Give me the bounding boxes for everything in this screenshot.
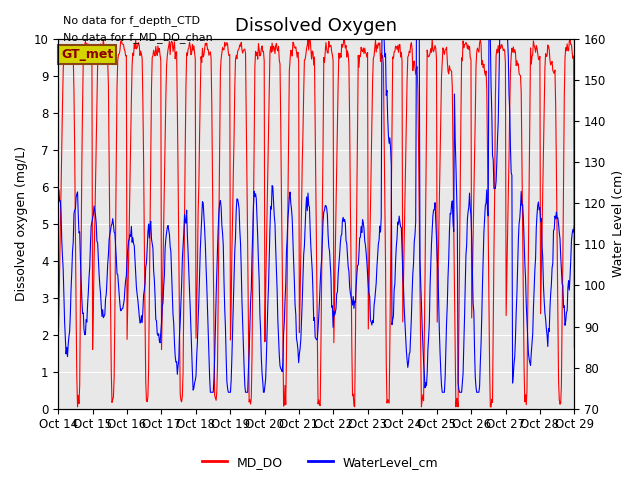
MD_DO xyxy=(380,61,387,67)
WaterLevel_cm xyxy=(570,223,578,229)
WaterLevel_cm xyxy=(378,36,386,42)
WaterLevel_cm xyxy=(54,195,62,201)
WaterLevel_cm xyxy=(396,213,403,219)
WaterLevel_cm xyxy=(169,312,177,318)
Y-axis label: Dissolved oxygen (mg/L): Dissolved oxygen (mg/L) xyxy=(15,146,28,301)
MD_DO xyxy=(170,44,177,49)
Title: Dissolved Oxygen: Dissolved Oxygen xyxy=(236,17,397,35)
Text: No data for f_MD_DO_chan: No data for f_MD_DO_chan xyxy=(63,32,213,43)
MD_DO xyxy=(197,54,205,60)
MD_DO xyxy=(54,344,62,350)
Y-axis label: Water Level (cm): Water Level (cm) xyxy=(612,170,625,277)
Text: GT_met: GT_met xyxy=(61,48,113,61)
WaterLevel_cm xyxy=(196,246,204,252)
Line: MD_DO: MD_DO xyxy=(58,39,574,407)
WaterLevel_cm xyxy=(116,308,124,313)
WaterLevel_cm xyxy=(380,36,388,42)
Line: WaterLevel_cm: WaterLevel_cm xyxy=(58,39,574,392)
Legend: MD_DO, WaterLevel_cm: MD_DO, WaterLevel_cm xyxy=(196,451,444,474)
MD_DO xyxy=(63,45,71,51)
WaterLevel_cm xyxy=(63,354,71,360)
MD_DO xyxy=(100,36,108,42)
MD_DO xyxy=(417,404,425,410)
MD_DO xyxy=(395,49,403,55)
MD_DO xyxy=(118,37,125,43)
WaterLevel_cm xyxy=(207,389,214,395)
MD_DO xyxy=(570,345,578,350)
Text: No data for f_depth_CTD: No data for f_depth_CTD xyxy=(63,15,200,26)
